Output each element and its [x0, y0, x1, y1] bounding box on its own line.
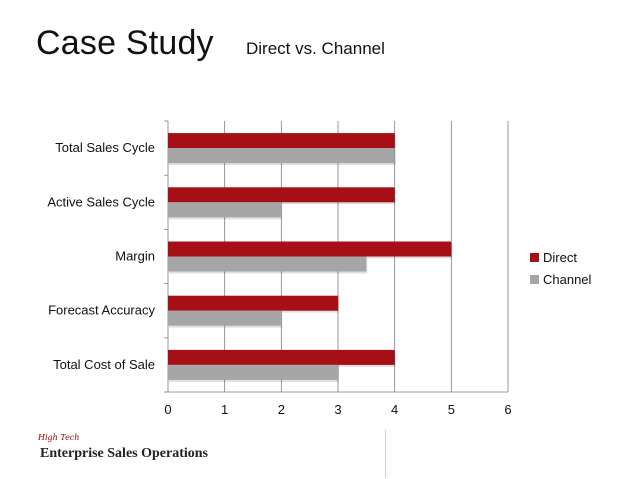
bar-direct [168, 295, 338, 311]
x-tick-label: 3 [334, 402, 341, 417]
x-tick-label: 4 [391, 402, 398, 417]
footer-divider [385, 430, 386, 478]
x-tick-label: 0 [164, 402, 171, 417]
legend-swatch-channel [530, 275, 539, 284]
slide-title: Case Study [36, 24, 214, 62]
bar-direct [168, 187, 395, 203]
bar-channel [168, 202, 282, 218]
bar-direct [168, 349, 395, 365]
legend-label-channel: Channel [543, 272, 592, 287]
legend-label-direct: Direct [543, 250, 577, 265]
bar-channel [168, 148, 395, 164]
bar-direct [168, 133, 395, 149]
y-category-label: Margin [115, 249, 155, 264]
y-category-label: Total Cost of Sale [53, 357, 155, 372]
legend-swatch-direct [530, 253, 539, 262]
bar-channel [168, 256, 367, 272]
footer-brand: Enterprise Sales Operations [40, 446, 208, 461]
y-category-label: Active Sales Cycle [47, 194, 155, 209]
x-tick-label: 1 [221, 402, 228, 417]
footer-brand-small-logo: High Tech [38, 433, 80, 442]
slide-subtitle: Direct vs. Channel [246, 39, 385, 58]
x-tick-label: 2 [278, 402, 285, 417]
bar-channel [168, 310, 282, 326]
x-tick-label: 5 [448, 402, 455, 417]
bar-direct [168, 241, 452, 257]
bar-channel [168, 364, 338, 380]
y-category-label: Total Sales Cycle [55, 140, 155, 155]
x-tick-label: 6 [504, 402, 511, 417]
y-category-label: Forecast Accuracy [48, 303, 155, 318]
